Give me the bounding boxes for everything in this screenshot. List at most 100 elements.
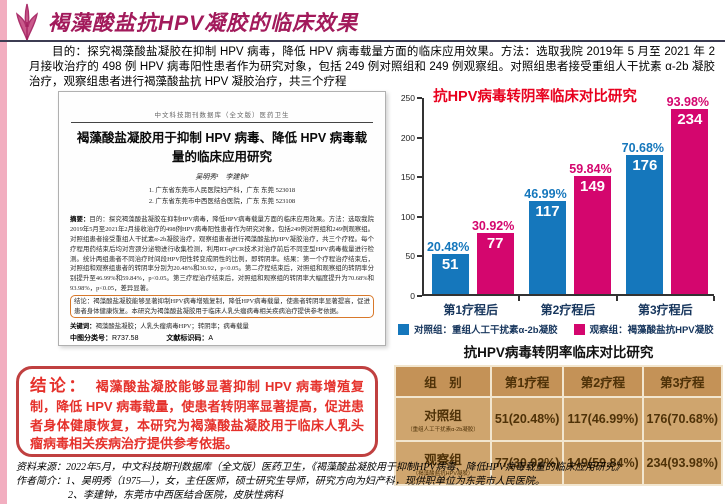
legend-label: 对照组：重组人工干扰素α-2b凝胶 [414, 325, 558, 336]
journal-affiliations: 1. 广东省东莞市人民医院妇产科，广东 东莞 523018 2. 广东省东莞市中… [59, 185, 385, 208]
journal-affiliation-2: 2. 广东省东莞市中西医结合医院，广东 东莞 523108 [148, 198, 296, 206]
abstract-label: 摘要： [70, 215, 90, 223]
table-value-cell: 117(46.99%) [562, 396, 644, 442]
table-header-cell: 组 别 [394, 365, 492, 398]
x-axis-tick-mark [518, 296, 521, 301]
group-name: 对照组 [424, 409, 462, 423]
bar-value-label: 51 [441, 255, 459, 273]
table-value-cell: 77(30.92%) [489, 440, 565, 486]
y-axis-tick-mark [417, 255, 422, 258]
legend-label: 观察组：褐藻酸盐抗HPV凝胶 [589, 325, 714, 336]
y-axis-tick-label: 0 [410, 291, 415, 301]
x-axis-tick-mark [713, 296, 715, 301]
journal-article-title: 褐藻酸盐凝胶用于抑制 HPV 病毒、降低 HPV 病毒载量的临床应用研究 [76, 131, 368, 164]
footer-author-bio-line: 作者简介：1、吴明秀（1975—），女，主任医师，硕士研究生导师，研究方向为妇产… [16, 476, 545, 488]
bar-value-label: 77 [486, 235, 504, 253]
journal-abstract: 摘要：目的：探究褐藻酸盐凝胶在抑制HPV病毒，降低HPV病毒载量方面的临床应用效… [70, 215, 374, 294]
comparison-table-section: 抗HPV病毒转阴率临床对比研究 组 别第1疗程 第2疗程 第3疗程 对照组 （重组人工… [394, 341, 724, 486]
flower-logo-icon [15, 3, 39, 42]
bar-observation-course-1: 77 [476, 233, 514, 294]
y-axis-tick-label: 150 [400, 172, 415, 183]
x-axis-category-label: 第2疗程后 [540, 303, 596, 317]
doc-code-label: 文献标识码： [166, 335, 209, 343]
table-header-row: 组 别第1疗程 第2疗程 第3疗程 [394, 365, 724, 398]
table-title: 抗HPV病毒转阴率临床对比研究 [463, 345, 654, 360]
y-axis-tick-mark [417, 215, 422, 218]
group-name: 观察组 [424, 453, 462, 467]
bar-observation-course-3: 234 [671, 108, 709, 294]
left-edge-decoration [0, 0, 7, 504]
journal-authors: 吴明秀¹ 李建钟² [195, 172, 249, 181]
clc-number: R737.58 [112, 335, 139, 343]
intro-paragraph: 目的：探究褐藻酸盐凝胶在抑制 HPV 病毒，降低 HPV 病毒载量方面的临床应用… [29, 46, 715, 88]
table-row: 对照组 （重组人工干扰素α-2b凝胶） 51(20.48%) 117(46.99%) 1… [394, 396, 724, 442]
bar-value-label: 117 [535, 203, 560, 221]
x-axis-tick-mark [615, 296, 618, 301]
table-group-cell: 对照组 （重组人工干扰素α-2b凝胶） [394, 396, 492, 442]
chart-legend: 对照组：重组人工干扰素α-2b凝胶 观察组：褐藻酸盐抗HPV凝胶 [398, 322, 714, 336]
y-axis-tick-mark [417, 136, 422, 139]
bar-percentage-label: 20.48% [426, 239, 470, 254]
table-group-cell: 观察组 （褐藻酸盐抗HPV凝胶） [394, 440, 492, 486]
y-axis-tick-mark [417, 295, 422, 297]
footer-notes: 资料来源：2022年5月，中文科技期刊数据库（全文版）医药卫生，《褐藻酸盐凝胶用… [16, 461, 720, 504]
bar-value-label: 234 [677, 110, 703, 128]
keywords-text: 褐藻酸盐凝胶；人乳头瘤病毒HPV；转阴率；病毒载量 [95, 323, 249, 331]
conclusion-label: 结论： [30, 377, 88, 395]
journal-header-rule [71, 122, 373, 123]
chart-plot-area: 51 77 117 149 176 234 [422, 98, 714, 296]
bar-observation-course-2: 149 [574, 176, 611, 294]
journal-abstract-conclusion-highlight: 结论：褐藻酸盐凝胶能够显著抑制HPV病毒增殖复制，降低HPV病毒载量，使患者转阴… [70, 295, 374, 319]
bar-percentage-label: 70.68% [621, 140, 665, 155]
title-divider [0, 40, 725, 42]
table-header-cell: 第1疗程 [489, 365, 565, 398]
table-row: 观察组 （褐藻酸盐抗HPV凝胶） 77(30.92%) 149(59.84%) 234(… [394, 440, 724, 486]
table-value-cell: 51(20.48%) [489, 396, 565, 442]
table-header-cell: 第2疗程 [562, 365, 644, 398]
bar-value-label: 176 [632, 156, 658, 174]
journal-affiliation-1: 1. 广东省东莞市人民医院妇产科，广东 东莞 523018 [148, 186, 296, 194]
table-value-cell: 234(93.98%) [641, 440, 724, 486]
bar-control-course-3: 176 [626, 154, 664, 294]
page-title: 褐藻酸盐抗HPV凝胶的临床效果 [48, 12, 359, 35]
bar-chart: 抗HPV病毒转阴率临床对比研究 51 77 117 149 176 234 对照组：重组人… [392, 82, 723, 344]
legend-item: 观察组：褐藻酸盐抗HPV凝胶 [573, 322, 714, 336]
y-axis-tick-label: 50 [405, 251, 415, 262]
x-axis-category-label: 第3疗程后 [637, 303, 693, 317]
journal-keywords: 关键词：褐藻酸盐凝胶；人乳头瘤病毒HPV；转阴率；病毒载量 [70, 321, 374, 330]
journal-database-header: 中文科技期刊数据库（全文版）医药卫生 [154, 112, 290, 119]
x-axis-category-label: 第1疗程后 [443, 303, 498, 317]
bar-percentage-label: 93.98% [666, 94, 710, 109]
bar-control-course-2: 117 [529, 201, 566, 294]
bar-percentage-label: 59.84% [569, 161, 612, 176]
conclusion-box: 结论： 褐藻酸盐凝胶能够显著抑制 HPV 病毒增殖复制，降低 HPV 病毒载量，使… [16, 366, 378, 457]
bar-value-label: 149 [579, 178, 606, 195]
y-axis-tick-label: 200 [400, 132, 415, 143]
bar-percentage-label: 30.92% [471, 219, 515, 234]
y-axis-tick-label: 100 [400, 211, 415, 222]
y-axis-tick-label: 250 [400, 93, 415, 103]
chart-title: 抗HPV病毒转阴率临床对比研究 [433, 89, 637, 105]
clc-label: 中图分类号： [70, 335, 112, 343]
group-subname: （褐藻酸盐抗HPV凝胶） [412, 471, 474, 477]
conclusion-text: 褐藻酸盐凝胶能够显著抑制 HPV 病毒增殖复制，降低 HPV 病毒载量，使患者转… [30, 379, 364, 452]
abstract-text: 目的：探究褐藻酸盐凝胶在抑制HPV病毒，降低HPV病毒载量方面的临床应用效果。方… [70, 215, 374, 293]
journal-clc-line: 中图分类号：R737.58 文献标识码：A [70, 333, 374, 343]
legend-item: 对照组：重组人工干扰素α-2b凝胶 [398, 322, 558, 336]
bar-percentage-label: 46.99% [524, 187, 567, 202]
footer-author-bio-line2: 2、李建钟，东莞市中西医结合医院，皮肤性病科 [68, 490, 283, 502]
comparison-table: 组 别第1疗程 第2疗程 第3疗程 对照组 （重组人工干扰素α-2b凝胶） 51(20.… [394, 365, 724, 486]
group-subname: （重组人工干扰素α-2b凝胶） [407, 427, 479, 433]
journal-scan: 中文科技期刊数据库（全文版）医药卫生 褐藻酸盐凝胶用于抑制 HPV 病毒、降低 … [58, 91, 386, 346]
doc-code-value: A [208, 335, 214, 343]
table-header-cell: 第3疗程 [641, 365, 724, 398]
legend-swatch [573, 323, 585, 335]
footer-source-line: 资料来源：2022年5月，中文科技期刊数据库（全文版）医药卫生，《褐藻酸盐凝胶用… [16, 462, 625, 473]
legend-swatch [398, 323, 409, 335]
keywords-label: 关键词： [70, 323, 96, 331]
table-value-cell: 176(70.68%) [641, 396, 724, 442]
y-axis-tick-mark [417, 176, 422, 179]
bar-control-course-1: 51 [431, 253, 469, 294]
table-value-cell: 149(59.84%) [562, 440, 644, 486]
y-axis-tick-mark [417, 97, 422, 99]
